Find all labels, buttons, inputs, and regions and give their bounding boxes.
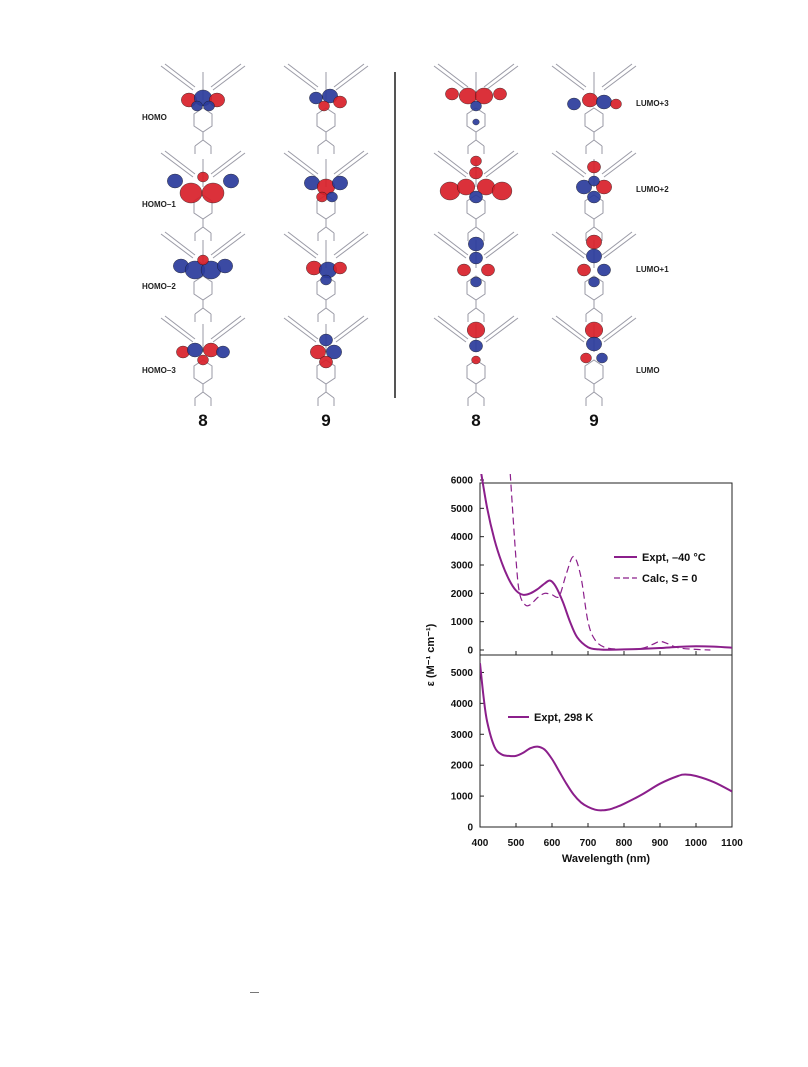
legend-label-expt-298: Expt, 298 K — [534, 712, 593, 724]
series-calc-s0-line — [509, 474, 711, 651]
bottom-y-tick-label: 2000 — [451, 761, 474, 772]
legend-label-calc: Calc, S = 0 — [642, 573, 697, 585]
x-tick-label: 1100 — [721, 838, 743, 849]
bottom-y-ticks: 0 1000 2000 3000 4000 5000 — [451, 668, 484, 834]
molecular-orbital-figure: HOMO HOMO–1 HOMO–2 HOMO–3 LUMO+3 LUMO+2 … — [142, 63, 669, 430]
top-panel-frame — [479, 482, 733, 656]
top-y-tick-label: 1000 — [451, 617, 474, 628]
orbital-isosurface — [433, 63, 519, 155]
series-expt-298k-line — [480, 663, 732, 812]
x-tick-label: 700 — [580, 838, 597, 849]
bottom-y-tick-label: 0 — [467, 823, 473, 834]
orbital-isosurface — [433, 231, 519, 323]
orbital-isosurface — [160, 231, 246, 323]
compound-label-9-left: 9 — [321, 411, 330, 430]
orbital-isosurface — [283, 150, 369, 242]
top-y-tick-label: 4000 — [451, 532, 474, 543]
orbital-label-homo-2: HOMO–2 — [142, 282, 176, 291]
x-tick-label: 500 — [508, 838, 525, 849]
x-tick-label: 600 — [544, 838, 561, 849]
top-panel-series — [480, 474, 732, 651]
orbital-label-homo-1: HOMO–1 — [142, 200, 176, 209]
series-expt-minus40-line — [480, 474, 732, 651]
orbital-row-labels-left: HOMO HOMO–1 HOMO–2 HOMO–3 — [142, 113, 176, 375]
top-y-tick-label: 0 — [467, 646, 473, 657]
top-y-tick-label: 2000 — [451, 589, 474, 600]
orbital-isosurface — [551, 150, 637, 242]
orbital-label-lumo+1: LUMO+1 — [636, 265, 669, 274]
bottom-y-tick-label: 1000 — [451, 792, 474, 803]
orbital-label-homo: HOMO — [142, 113, 167, 122]
orbital-row-labels-right: LUMO+3 LUMO+2 LUMO+1 LUMO — [636, 99, 669, 375]
orbital-isosurface — [160, 63, 246, 155]
top-y-tick-label: 3000 — [451, 561, 474, 572]
top-legend: Expt, –40 °C Calc, S = 0 — [614, 552, 706, 585]
stray-mark — [250, 992, 259, 993]
orbital-images — [160, 63, 637, 407]
orbital-label-lumo: LUMO — [636, 366, 660, 375]
compound-label-9-right: 9 — [589, 411, 598, 430]
top-y-tick-label: 5000 — [451, 504, 474, 515]
legend-label-expt-minus40: Expt, –40 °C — [642, 552, 706, 564]
orbital-label-lumo+2: LUMO+2 — [636, 185, 669, 194]
compound-label-8-right: 8 — [471, 411, 480, 430]
bottom-y-tick-label: 4000 — [451, 699, 474, 710]
x-ticks: 400 500 600 700 800 900 1000 1100 — [472, 651, 743, 849]
orbital-isosurface — [160, 150, 246, 242]
orbital-label-homo-3: HOMO–3 — [142, 366, 176, 375]
orbital-isosurface — [551, 231, 637, 323]
x-tick-label: 1000 — [685, 838, 708, 849]
bottom-y-tick-label: 5000 — [451, 668, 474, 679]
top-y-tick-label: 6000 — [451, 476, 474, 487]
y-axis-title: ε (M⁻¹ cm⁻¹) — [425, 623, 437, 686]
top-y-ticks: 0 1000 2000 3000 4000 5000 6000 — [451, 476, 484, 657]
x-tick-label: 800 — [616, 838, 633, 849]
bottom-y-tick-label: 3000 — [451, 730, 474, 741]
bottom-panel-series — [480, 663, 732, 812]
orbital-isosurface — [433, 150, 519, 242]
orbital-isosurface — [551, 315, 637, 407]
orbital-isosurface — [283, 231, 369, 323]
orbital-isosurface — [283, 63, 369, 155]
orbital-isosurface — [433, 315, 519, 407]
bottom-panel-frame — [479, 654, 733, 828]
orbital-isosurface — [160, 315, 246, 407]
bottom-legend: Expt, 298 K — [508, 712, 593, 724]
x-axis-title: Wavelength (nm) — [562, 853, 651, 865]
orbital-isosurface — [551, 63, 637, 155]
compound-label-8-left: 8 — [198, 411, 207, 430]
orbital-label-lumo+3: LUMO+3 — [636, 99, 669, 108]
x-tick-label: 900 — [652, 838, 669, 849]
x-tick-label: 400 — [472, 838, 489, 849]
orbital-isosurface — [283, 315, 369, 407]
